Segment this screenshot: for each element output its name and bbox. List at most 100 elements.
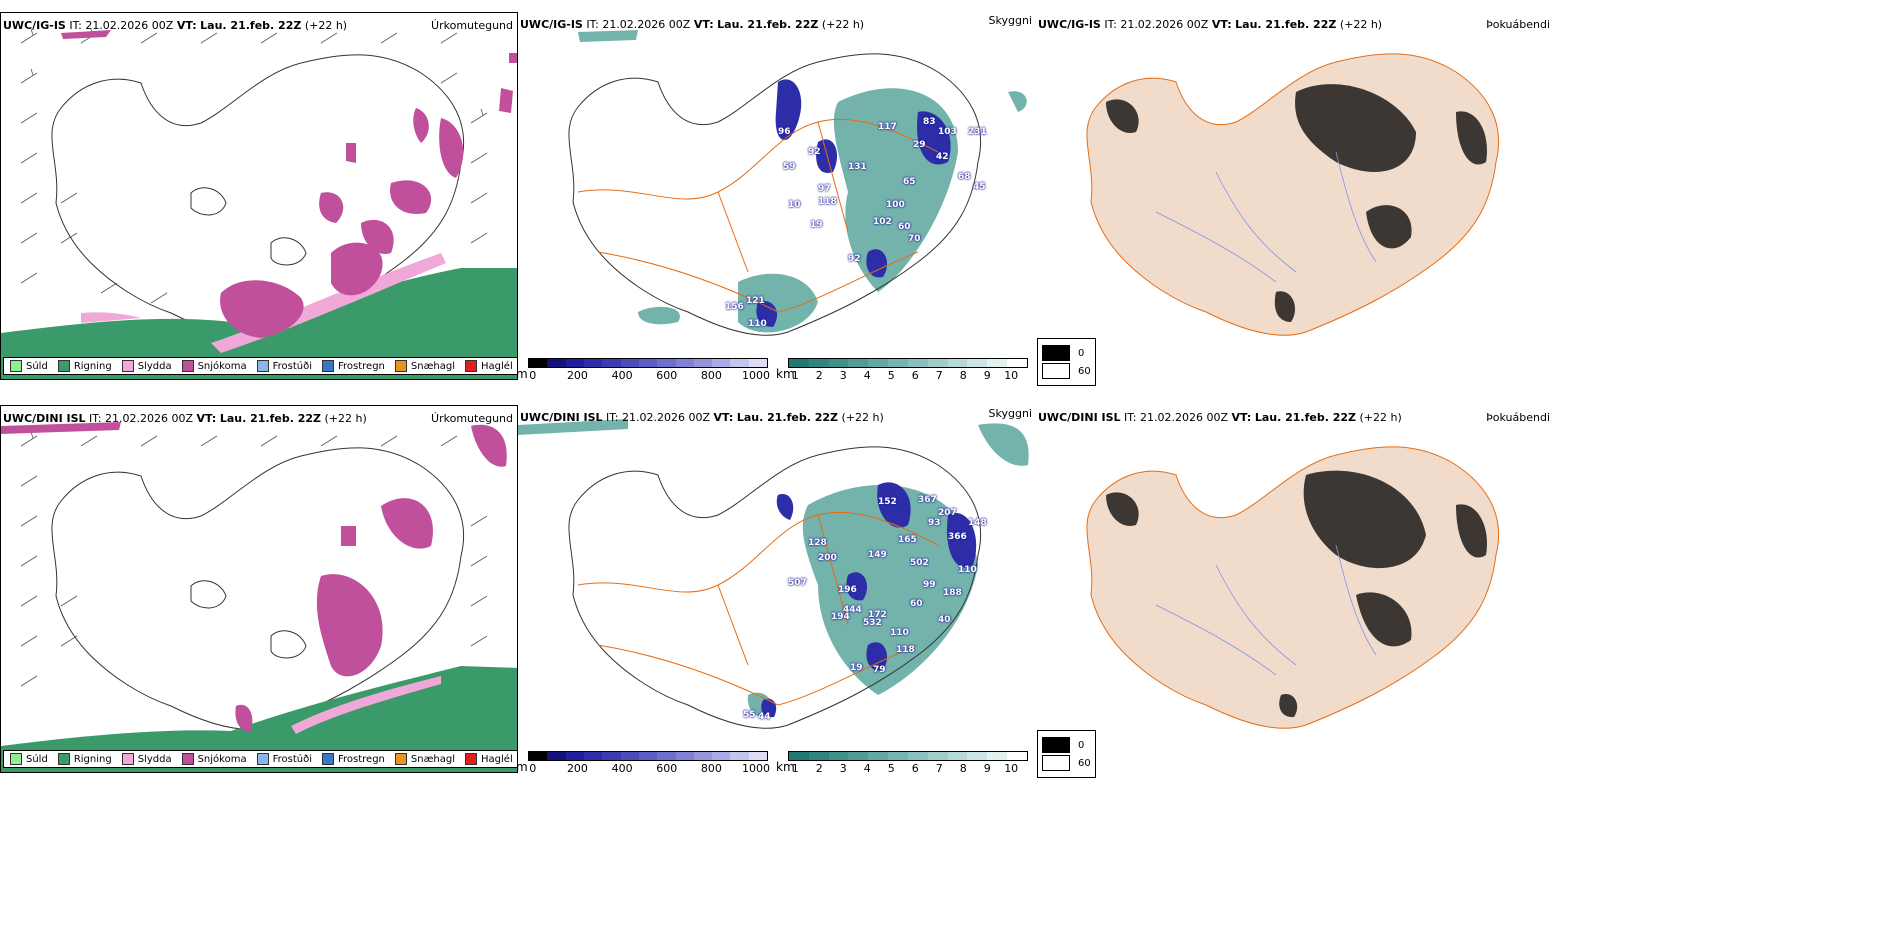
colorbar-scale: [528, 751, 768, 761]
colorbar-step: [947, 752, 968, 760]
panel-title: UWC/DINI ISL IT: 21.02.2026 00Z VT: Lau.…: [3, 412, 367, 425]
legend-label: Frostúði: [272, 360, 312, 372]
cloud-base-label: 68: [958, 172, 971, 182]
fog-index-legend: 0 60: [1037, 730, 1096, 778]
cloud-base-label: 96: [778, 127, 791, 137]
colorbar-step: [675, 359, 694, 367]
colorbar-step: [748, 359, 768, 367]
colorbar-step: [927, 752, 948, 760]
colorbar-step: [529, 359, 548, 367]
colorbar-unit: km: [776, 760, 795, 773]
visibility-colorbar: km 1 2 3 4 5 6 7 8 9 10: [776, 358, 1028, 380]
cloud-visibility-panel-bottom: UWC/DINI ISL IT: 21.02.2026 00Z VT: Lau.…: [518, 405, 1036, 773]
legend-label: Snæhagl: [410, 753, 456, 765]
cloud-base-label: 196: [838, 585, 857, 595]
colorbar-unit: km: [776, 367, 795, 380]
legend-swatch: [121, 360, 134, 372]
cloud-base-label: 99: [923, 580, 936, 590]
cloud-base-label: 131: [848, 162, 867, 172]
colorbar-step: [888, 359, 908, 367]
roads: [577, 118, 939, 313]
legend-item: Snjókoma: [181, 753, 247, 765]
colorbar-step: [808, 359, 829, 367]
panel-title: UWC/IG-IS IT: 21.02.2026 00Z VT: Lau. 21…: [520, 18, 865, 31]
panel-type: Skyggni: [988, 407, 1032, 420]
colorbar-step: [693, 359, 713, 367]
legend-swatch: [181, 360, 194, 372]
colorbar-tick: 1000: [742, 369, 770, 380]
colorbar-step: [967, 359, 988, 367]
legend-item: Snæhagl: [394, 360, 456, 372]
colorbar-step: [748, 752, 768, 760]
legend-item: Rigning: [57, 360, 112, 372]
fog-legend-row: 0: [1042, 345, 1091, 361]
colorbar-step: [638, 752, 658, 760]
legend-swatch: [181, 753, 194, 765]
precip-map: [1, 28, 517, 379]
panel-type: Skyggni: [988, 14, 1032, 27]
cloud-base-label: 100: [886, 200, 905, 210]
legend-item: Frostúði: [256, 753, 312, 765]
cloud-base-label: 103: [938, 127, 957, 137]
colorbar-tick: 3: [839, 369, 847, 380]
panel-title: UWC/DINI ISL IT: 21.02.2026 00Z VT: Lau.…: [520, 411, 884, 424]
legend-item: Súld: [10, 360, 48, 372]
colorbar-tick: 200: [566, 369, 588, 380]
cloud-base-label: 60: [898, 222, 911, 232]
legend-swatch: [394, 360, 407, 372]
colorbar-step: [828, 359, 849, 367]
cloud-base-blobs: [761, 482, 977, 718]
legend-swatch: [322, 753, 334, 765]
legend-item: Frostúði: [256, 360, 312, 372]
fog-index-panel-top: UWC/IG-IS IT: 21.02.2026 00Z VT: Lau. 21…: [1036, 12, 1554, 380]
cloud-visibility-panel-top: UWC/IG-IS IT: 21.02.2026 00Z VT: Lau. 21…: [518, 12, 1036, 380]
legend-swatch: [10, 753, 22, 765]
colorbar-tick: 8: [959, 762, 967, 773]
colorbar-tick: 5: [887, 762, 895, 773]
colorbar-step: [675, 752, 694, 760]
fog-legend-label: 0: [1078, 739, 1085, 751]
legend-label: Súld: [26, 753, 48, 765]
cloud-base-label: 188: [943, 588, 962, 598]
colorbar-step: [547, 359, 566, 367]
cloud-base-label: 367: [918, 495, 937, 505]
cloud-base-label: 532: [863, 618, 882, 628]
precip-snow: [1, 422, 507, 732]
cloud-base-colorbar: m 0 200 400 600 800 1000: [518, 751, 770, 773]
colorbar-step: [987, 359, 1008, 367]
cloud-base-label: 121: [746, 296, 765, 306]
colorbar-step: [987, 752, 1008, 760]
colorbar-step: [868, 752, 889, 760]
colorbar-tick: 5: [887, 369, 895, 380]
colorbar-step: [712, 752, 731, 760]
cloud-base-label: 19: [850, 663, 863, 673]
iceland-outline: [568, 53, 982, 336]
cloud-base-label: 55: [743, 710, 756, 720]
fog-legend-label: 60: [1078, 757, 1091, 769]
legend-label: Snæhagl: [410, 360, 456, 372]
colorbar-step: [547, 752, 566, 760]
precip-type-legend: Súld Rigning Slydda Snjókoma Frostúði Frostre…: [3, 357, 517, 375]
colorbar-tick: 600: [656, 762, 678, 773]
colorbar-step: [789, 752, 809, 760]
cloud-base-label: 44: [758, 712, 771, 722]
colorbar-step: [868, 359, 889, 367]
legend-label: Snjókoma: [197, 753, 247, 765]
legend-item: Haglél: [465, 753, 513, 765]
cloud-base-label: 40: [938, 615, 951, 625]
colorbar-step: [789, 359, 809, 367]
colorbar-step: [602, 359, 621, 367]
fog-legend-row: 60: [1042, 755, 1091, 771]
colorbar-unit: m: [518, 760, 528, 773]
cloud-base-label: 502: [910, 558, 929, 568]
colorbar-step: [907, 359, 928, 367]
cloud-base-label: 152: [878, 497, 897, 507]
fog-shading: [1106, 84, 1487, 322]
colorbar-step: [927, 359, 948, 367]
colorbar-step: [712, 359, 731, 367]
cloud-base-label: 45: [973, 182, 986, 192]
colorbar-tick: 0: [529, 369, 537, 380]
legend-item: Slydda: [121, 360, 172, 372]
colorbar-step: [730, 359, 749, 367]
cloud-base-label: 19: [810, 220, 823, 230]
